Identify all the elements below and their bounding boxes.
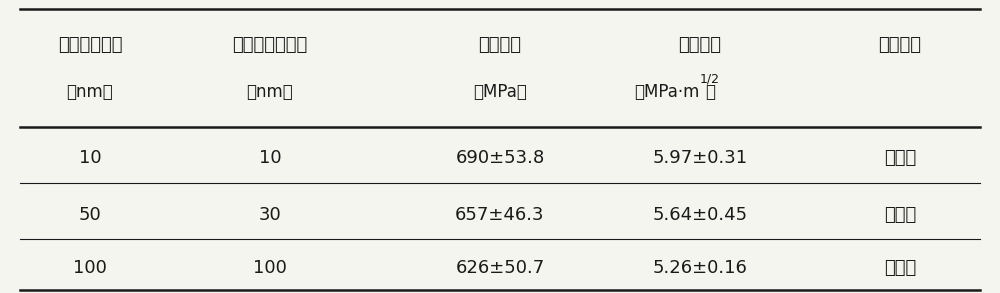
Text: 50: 50 xyxy=(79,206,101,224)
Text: 弯曲强度: 弯曲强度 xyxy=(479,36,522,54)
Text: （MPa·m: （MPa·m xyxy=(635,83,700,101)
Text: 690±53.8: 690±53.8 xyxy=(455,149,545,167)
Text: ）: ） xyxy=(705,83,715,101)
Text: 可加工性: 可加工性 xyxy=(879,36,922,54)
Text: 10: 10 xyxy=(259,149,281,167)
Text: 1/2: 1/2 xyxy=(700,73,720,86)
Text: （nm）: （nm） xyxy=(67,83,113,101)
Text: 5.97±0.31: 5.97±0.31 xyxy=(652,149,748,167)
Text: 30: 30 xyxy=(259,206,281,224)
Text: 断裂韧性: 断裂韧性 xyxy=(678,36,722,54)
Text: 长石粉体粒径: 长石粉体粒径 xyxy=(58,36,122,54)
Text: 10: 10 xyxy=(79,149,101,167)
Text: 657±46.3: 657±46.3 xyxy=(455,206,545,224)
Text: （MPa）: （MPa） xyxy=(473,83,527,101)
Text: 100: 100 xyxy=(73,259,107,277)
Text: 5.26±0.16: 5.26±0.16 xyxy=(653,259,747,277)
Text: 626±50.7: 626±50.7 xyxy=(455,259,545,277)
Text: （nm）: （nm） xyxy=(247,83,293,101)
Text: 可切削: 可切削 xyxy=(884,149,916,167)
Text: 100: 100 xyxy=(253,259,287,277)
Text: 可切削: 可切削 xyxy=(884,206,916,224)
Text: 可切削: 可切削 xyxy=(884,259,916,277)
Text: 氧化锆粉体粒径: 氧化锆粉体粒径 xyxy=(232,36,308,54)
Text: 5.64±0.45: 5.64±0.45 xyxy=(652,206,748,224)
